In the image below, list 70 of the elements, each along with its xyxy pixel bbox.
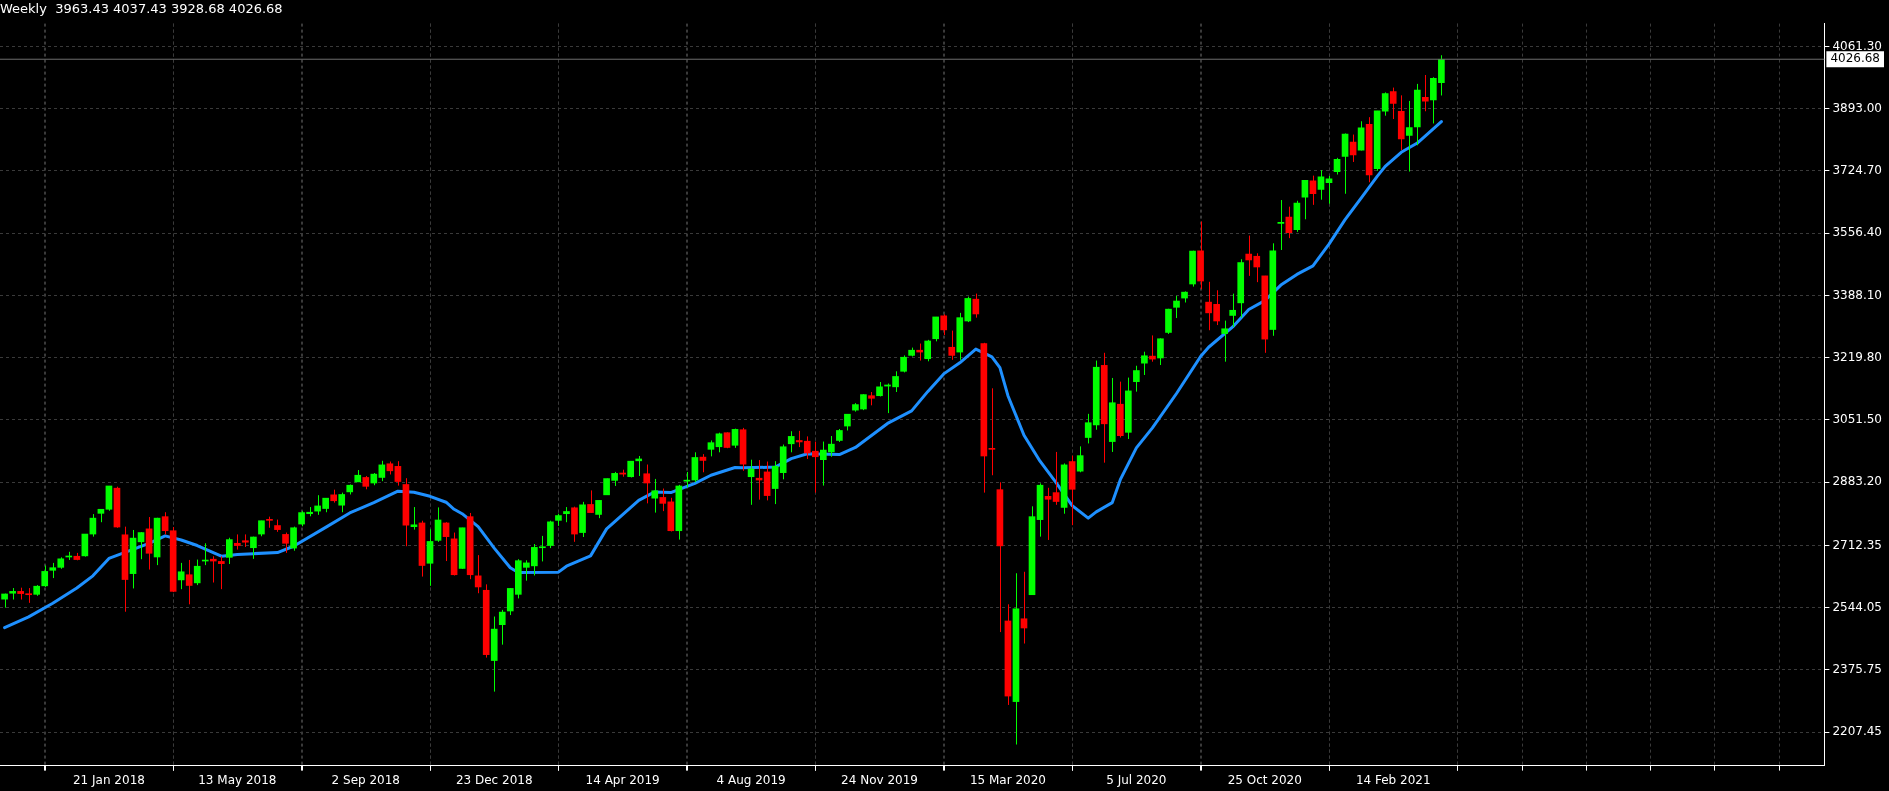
y-tick-label: 3724.70 [1832,163,1882,178]
candlestick [587,489,594,514]
candlestick [161,511,169,535]
candlestick [426,528,434,587]
candlestick [1389,87,1397,120]
candlestick [41,564,49,588]
candlestick [226,537,233,565]
candlestick [1044,487,1052,541]
y-tick-label: 3388.10 [1832,287,1882,302]
candlestick [1157,337,1164,366]
x-tick-label: 15 Mar 2020 [969,772,1046,787]
candlestick [1341,132,1349,195]
x-tick-label: 14 Feb 2021 [1355,772,1431,787]
candlestick [1317,169,1325,201]
candlestick [1277,199,1285,251]
chart-title: Weekly 3963.43 4037.43 3928.68 4026.68 [0,1,283,17]
candlestick [1165,308,1172,335]
candlestick [1422,74,1429,112]
candlestick [1405,100,1413,173]
candlestick [1173,295,1180,319]
x-tick-label: 4 Aug 2019 [716,772,786,787]
candlestick [394,460,402,487]
y-tick-label: 2544.05 [1832,599,1882,614]
y-tick-label: 2375.75 [1832,662,1882,677]
candlestick [1141,351,1148,376]
candlestick [651,478,659,514]
candlestick [948,330,956,361]
y-tick-label: 4061.30 [1832,38,1882,53]
candlestick [1221,320,1228,363]
y-tick-label: 3219.80 [1832,349,1882,364]
x-tick-label: 25 Oct 2020 [1227,772,1302,787]
candlestick [932,316,940,342]
candlestick [434,506,442,543]
y-tick-label: 3051.50 [1832,412,1882,427]
candlestick [498,609,506,646]
y-tick-label: 2883.20 [1832,474,1882,489]
candlestick [988,387,996,476]
candlestick [771,460,779,505]
candlestick [193,559,201,586]
candlestick [177,562,185,590]
candlestick [185,559,193,605]
candlestick [1229,293,1237,328]
candlestick [282,532,289,554]
candlestick [643,464,651,504]
x-tick-label: 23 Dec 2018 [455,772,533,787]
candlestick [1309,175,1317,206]
candlestick [1052,451,1060,506]
x-tick-label: 2 Sep 2018 [331,772,400,787]
y-tick-label: 3556.40 [1832,225,1882,240]
candlestick [924,339,931,362]
candlestick [787,430,795,453]
y-tick-label: 2207.45 [1832,724,1882,739]
y-tick-label: 3893.00 [1832,100,1882,115]
x-tick-label: 5 Jul 2020 [1106,772,1167,787]
candlestick [217,555,225,590]
candlestick [105,485,113,512]
candlestick [338,492,346,513]
candlestick [410,506,418,531]
candlestick [1133,365,1140,393]
candlestick [1076,445,1084,473]
candlestick [137,531,145,560]
ref-line-label: 4026.68 [1830,51,1880,66]
candlestick [940,313,948,336]
candlestick [290,526,297,552]
x-tick-label: 13 May 2018 [198,772,277,787]
x-tick-label: 24 Nov 2019 [841,772,918,787]
x-tick-label: 14 Apr 2019 [585,772,660,787]
x-tick-label: 21 Jan 2018 [72,772,145,787]
candlestick [1020,571,1028,645]
y-tick-label: 2712.35 [1832,537,1882,552]
